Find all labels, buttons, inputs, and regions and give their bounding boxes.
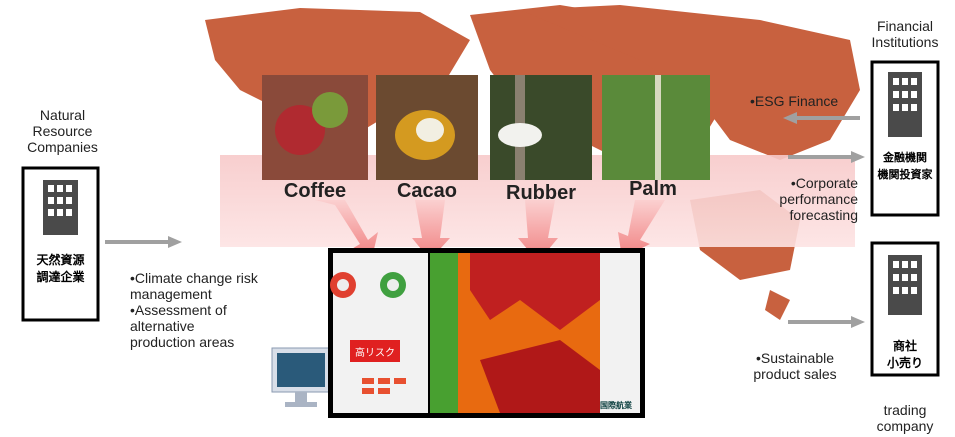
bullet: •Assessment of alternative production ar… (130, 302, 235, 350)
commodity-label: Palm (629, 178, 677, 200)
financial-label: Financial Institutions (871, 18, 939, 50)
esg-bullet: •ESG Finance (750, 93, 839, 109)
trading-label: trading company (876, 402, 934, 434)
line: 商社 (892, 339, 917, 353)
building-icons (21, 60, 940, 377)
monitor-icon (271, 347, 331, 407)
commodity-label: Rubber (506, 182, 576, 204)
bullet: •Climate change risk management (130, 270, 258, 302)
line: 機関投資家 (877, 169, 933, 181)
dashboard (328, 248, 645, 418)
forecast-bullet: •Corporate performance forecasting (779, 175, 858, 223)
commodity-photos (262, 75, 710, 180)
flow-arrows (105, 112, 865, 328)
logo: 国際航業 (600, 401, 632, 410)
line: 調達企業 (36, 270, 85, 284)
line: 小売り (886, 356, 923, 370)
financial-building-label: 金融機関 機関投資家 (872, 150, 938, 184)
left-building-label: 天然資源 調達企業 (23, 252, 98, 286)
left-label: Natural Resource Companies (27, 107, 98, 155)
commodity-label: Coffee (283, 180, 347, 202)
line: 金融機関 (883, 152, 927, 164)
left-bullets: •Climate change risk management •Assessme… (130, 270, 260, 350)
risk-label: 高リスク (355, 348, 395, 359)
line: 天然資源 (36, 253, 85, 267)
trading-building-label: 商社 小売り (872, 338, 938, 372)
sales-bullet: •Sustainable product sales (753, 350, 837, 382)
funnel-arrows (315, 200, 665, 262)
commodity-label: Cacao (396, 180, 458, 202)
